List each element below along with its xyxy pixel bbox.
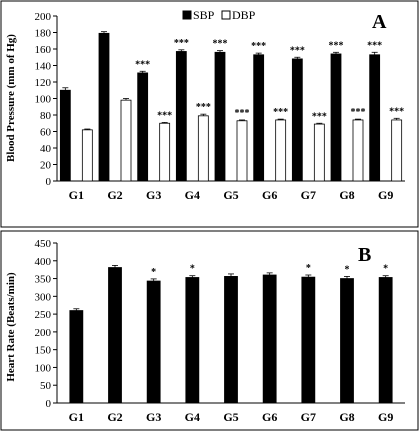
panel-b-y-tick-label: 450 <box>35 238 52 250</box>
panel-a-bar <box>98 32 110 182</box>
panel-a-bar <box>120 99 132 182</box>
panel-a-y-tick-label: 140 <box>35 61 52 73</box>
panel-a-bar <box>236 120 248 182</box>
panel-b-bar <box>146 280 161 404</box>
panel-a-significance-label: *** <box>235 108 250 119</box>
panel-b-x-tick-label: G4 <box>185 410 200 424</box>
panel-a-significance-label: *** <box>329 40 344 51</box>
panel-a-significance-label: *** <box>312 111 327 122</box>
panel-a-significance-label: *** <box>351 107 366 118</box>
panel-b-bar <box>108 267 122 404</box>
panel-a-y-tick-label: 200 <box>35 11 52 23</box>
panel-b-y-tick-label: 350 <box>35 274 52 286</box>
panel-b-x-tick-label: G6 <box>262 410 277 424</box>
panel-a-y-tick-label: 120 <box>35 77 52 89</box>
panel-b-y-tick-label: 400 <box>35 256 52 268</box>
panel-a-y-tick-label: 180 <box>35 28 52 40</box>
panel-b-y-tick-label: 150 <box>35 345 52 357</box>
panel-a-bar <box>175 51 187 182</box>
panel-a-x-tick-label: G5 <box>223 188 238 202</box>
panel-b-significance-label: * <box>151 267 156 278</box>
panel-b-x-tick-label: G8 <box>339 410 354 424</box>
legend-swatch-dbp <box>221 10 231 20</box>
panel-a-significance-label: *** <box>157 110 172 121</box>
panel-a-chart: Blood Pressure (mm of Hg) A SBP DBP 0 20 4… <box>5 8 405 202</box>
panel-a-y-tick-label: 100 <box>35 94 52 106</box>
panel-a-bar <box>391 119 403 182</box>
panel-b-x-tick-label: G7 <box>301 410 316 424</box>
panel-b-significance-label: * <box>190 264 195 275</box>
panel-b-bar <box>69 310 84 404</box>
panel-a-y-axis-label: Blood Pressure (mm of Hg) <box>5 34 17 162</box>
panel-b-y-tick-label: 0 <box>46 398 52 410</box>
panel-a-bar <box>197 115 209 182</box>
panel-a-y-tick-label: 20 <box>40 160 52 172</box>
panel-b-y-tick-label: 50 <box>40 380 52 392</box>
panel-b-y-tick-label: 100 <box>35 362 52 374</box>
panel-a-bar <box>137 72 149 182</box>
panel-a-x-tick-label: G7 <box>301 188 316 202</box>
panel-a-y-tick-label: 0 <box>46 176 52 188</box>
panel-a-bar <box>352 119 364 182</box>
panel-b-y-tick-label: 250 <box>35 309 52 321</box>
panel-a-y-tick-label: 40 <box>40 143 52 155</box>
panel-a-y-tick-label: 80 <box>40 110 52 122</box>
panel-a-bar <box>253 54 265 182</box>
panel-a-x-tick-label: G4 <box>185 188 200 202</box>
legend-label-dbp: DBP <box>232 8 256 22</box>
panel-a-significance-label: *** <box>135 59 150 70</box>
panel-b-x-tick-label: G2 <box>107 410 122 424</box>
panel-a-significance-label: *** <box>367 40 382 51</box>
panel-a-x-tick-label: G1 <box>69 188 84 202</box>
panel-a-x-tick-label: G3 <box>146 188 161 202</box>
panel-b-bar <box>262 274 277 404</box>
panel-a-bar <box>59 89 71 182</box>
panel-a-x-tick-label: G6 <box>262 188 277 202</box>
panel-b-border <box>0 230 419 431</box>
legend-label-sbp: SBP <box>193 8 215 22</box>
panel-b-bar <box>301 276 316 404</box>
panel-a-significance-label: *** <box>196 102 211 113</box>
panel-b-chart: Heart Rate (Beats/min) B 0 50 100 150 200 250… <box>5 238 405 424</box>
panel-a-significance-label: *** <box>389 106 404 117</box>
panel-a-x-tick-label: G2 <box>107 188 122 202</box>
panel-a-bar <box>81 129 93 182</box>
panel-a-bar <box>313 123 325 182</box>
panel-a-letter: A <box>372 11 387 33</box>
panel-a-legend: SBP DBP <box>182 8 256 22</box>
panel-b-x-tick-label: G5 <box>223 410 238 424</box>
panel-a-bar <box>369 54 381 182</box>
panel-a-bar <box>330 53 342 182</box>
panel-b-x-tick-label: G1 <box>69 410 84 424</box>
panel-a-y-tick-label: 160 <box>35 44 52 56</box>
panel-a-significance-label: *** <box>273 107 288 118</box>
panel-a-x-tick-label: G9 <box>378 188 393 202</box>
panel-a-significance-label: *** <box>251 41 266 52</box>
panel-a-bar <box>275 119 287 182</box>
legend-swatch-sbp <box>182 10 192 20</box>
panel-b-bar <box>185 277 200 404</box>
panel-a-bar <box>159 122 171 182</box>
panel-a-border <box>0 0 419 228</box>
panel-b-y-tick-label: 200 <box>35 327 52 339</box>
panel-b-x-tick-label: G9 <box>378 410 393 424</box>
panel-a-significance-label: *** <box>174 38 189 49</box>
panel-b-y-axis-label: Heart Rate (Beats/min) <box>5 272 17 382</box>
panel-b-bar <box>340 278 354 404</box>
panel-b-bar <box>224 276 238 404</box>
panel-b-significance-label: * <box>306 263 311 274</box>
panel-b-letter: B <box>358 244 371 266</box>
panel-a-bar <box>291 58 303 182</box>
panel-b-bar <box>378 277 393 404</box>
panel-a-y-tick-label: 60 <box>40 127 52 139</box>
panel-b-significance-label: * <box>345 264 350 275</box>
panel-a-x-tick-label: G8 <box>339 188 354 202</box>
panel-a-significance-label: *** <box>290 45 305 56</box>
panel-a-bar <box>214 51 226 182</box>
panel-a-significance-label: *** <box>213 39 228 50</box>
panel-b-significance-label: * <box>383 264 388 275</box>
panel-b-x-tick-label: G3 <box>146 410 161 424</box>
panel-b-y-tick-label: 300 <box>35 291 52 303</box>
